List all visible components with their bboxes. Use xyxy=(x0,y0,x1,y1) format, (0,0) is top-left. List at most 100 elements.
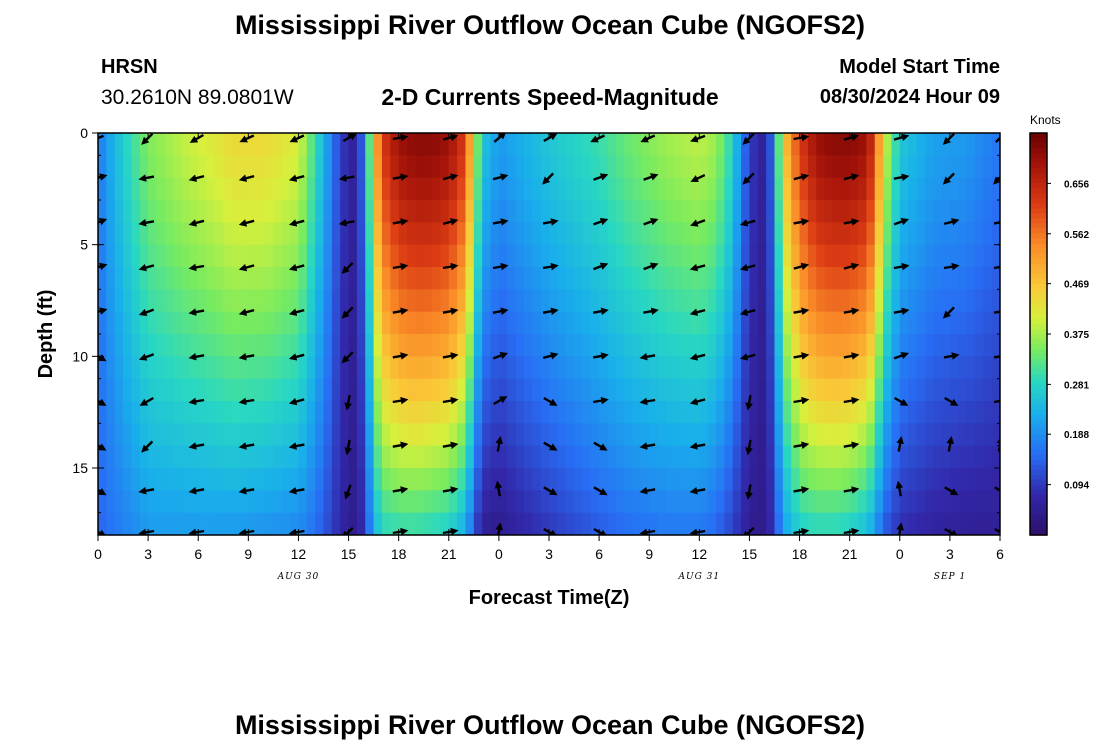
heatmap-cell xyxy=(398,490,408,514)
heatmap-cell xyxy=(440,244,450,268)
heatmap-cell xyxy=(582,133,592,156)
heatmap-cell xyxy=(273,401,283,424)
heatmap-cell xyxy=(381,334,391,357)
heatmap-cell xyxy=(574,512,584,535)
colorbar-segment xyxy=(1030,218,1047,225)
current-arrow xyxy=(639,397,656,406)
heatmap-cell xyxy=(574,445,584,469)
colorbar-segment xyxy=(1030,228,1047,235)
heatmap-cell xyxy=(156,200,166,223)
heatmap-cell xyxy=(298,200,308,223)
current-arrow xyxy=(993,175,1000,185)
heatmap-cell xyxy=(432,177,442,201)
heatmap-cell xyxy=(632,311,642,335)
current-arrow xyxy=(238,352,255,361)
heatmap-cell xyxy=(933,133,943,156)
heatmap-cell xyxy=(139,445,149,469)
heatmap-cell xyxy=(156,356,166,380)
heatmap-cell xyxy=(549,490,558,514)
heatmap-cell xyxy=(398,468,408,491)
heatmap-cell xyxy=(465,445,475,469)
heatmap-cell xyxy=(507,200,517,223)
heatmap-cell xyxy=(615,378,625,402)
heatmap-cell xyxy=(164,356,174,380)
heatmap-cell xyxy=(507,177,517,201)
heatmap-cell xyxy=(899,378,909,402)
current-arrow xyxy=(943,218,960,226)
heatmap-cell xyxy=(757,289,767,313)
heatmap-cell xyxy=(265,356,274,380)
heatmap-cell xyxy=(657,490,667,514)
heatmap-cell xyxy=(899,177,909,201)
heatmap-cell xyxy=(281,222,291,246)
heatmap-cell xyxy=(498,289,508,313)
heatmap-cell xyxy=(448,177,458,201)
heatmap-cell xyxy=(540,133,550,156)
heatmap-cell xyxy=(983,445,993,469)
heatmap-cell xyxy=(114,222,124,246)
heatmap-cell xyxy=(841,334,851,357)
heatmap-cell xyxy=(899,356,909,380)
current-arrow xyxy=(442,441,459,450)
heatmap-cell xyxy=(373,267,383,290)
heatmap-cell xyxy=(632,468,642,491)
heatmap-cell xyxy=(398,289,408,313)
current-arrow xyxy=(341,306,354,319)
heatmap-cell xyxy=(231,401,241,424)
current-arrow xyxy=(793,307,810,316)
heatmap-cell xyxy=(908,267,918,290)
heatmap-cell xyxy=(716,468,725,491)
heatmap-cell xyxy=(933,468,943,491)
heatmap-cell xyxy=(148,200,158,223)
heatmap-cell xyxy=(290,177,300,201)
colorbar-segment xyxy=(1030,318,1047,325)
heatmap-cell xyxy=(941,378,951,402)
heatmap-cell xyxy=(665,334,675,357)
heatmap-cell xyxy=(757,155,767,179)
heatmap-cell xyxy=(465,177,475,201)
heatmap-cell xyxy=(365,401,375,424)
heatmap-cell xyxy=(949,289,959,313)
heatmap-cell xyxy=(398,222,408,246)
heatmap-cell xyxy=(331,222,341,246)
heatmap-cell xyxy=(457,445,467,469)
heatmap-cell xyxy=(440,378,450,402)
heatmap-cell xyxy=(415,423,425,447)
heatmap-cell xyxy=(649,177,659,201)
heatmap-cell xyxy=(432,267,442,290)
heatmap-cell xyxy=(273,267,283,290)
heatmap-cell xyxy=(448,490,458,514)
heatmap-cell xyxy=(365,445,375,469)
chart-title: Mississippi River Outflow Ocean Cube (NG… xyxy=(234,10,866,40)
heatmap-cell xyxy=(323,378,333,402)
heatmap-cell xyxy=(632,512,642,535)
heatmap-cell xyxy=(148,289,158,313)
heatmap-cell xyxy=(523,289,533,313)
heatmap-cell xyxy=(106,289,116,313)
heatmap-cell xyxy=(164,267,174,290)
heatmap-cell xyxy=(173,200,183,223)
heatmap-cell xyxy=(958,378,968,402)
current-arrow xyxy=(893,307,910,316)
heatmap-cell xyxy=(599,177,609,201)
heatmap-cell xyxy=(173,267,183,290)
heatmap-cell xyxy=(574,177,584,201)
heatmap-cell xyxy=(131,200,141,223)
heatmap-cell xyxy=(774,356,784,380)
current-arrow xyxy=(643,173,659,181)
heatmap-cell xyxy=(607,222,617,246)
current-arrow xyxy=(98,354,107,362)
heatmap-cell xyxy=(924,445,934,469)
heatmap-cell xyxy=(214,423,224,447)
heatmap-cell xyxy=(649,289,659,313)
heatmap-cell xyxy=(582,334,592,357)
heatmap-cell xyxy=(824,490,834,514)
colorbar-segment xyxy=(1030,479,1047,486)
colorbar-segment xyxy=(1030,143,1047,149)
heatmap-cell xyxy=(832,423,842,447)
heatmap-cell xyxy=(206,356,216,380)
heatmap-cell xyxy=(732,267,742,290)
heatmap-cell xyxy=(390,177,400,201)
heatmap-cell xyxy=(799,155,809,179)
heatmap-cell xyxy=(106,311,116,335)
